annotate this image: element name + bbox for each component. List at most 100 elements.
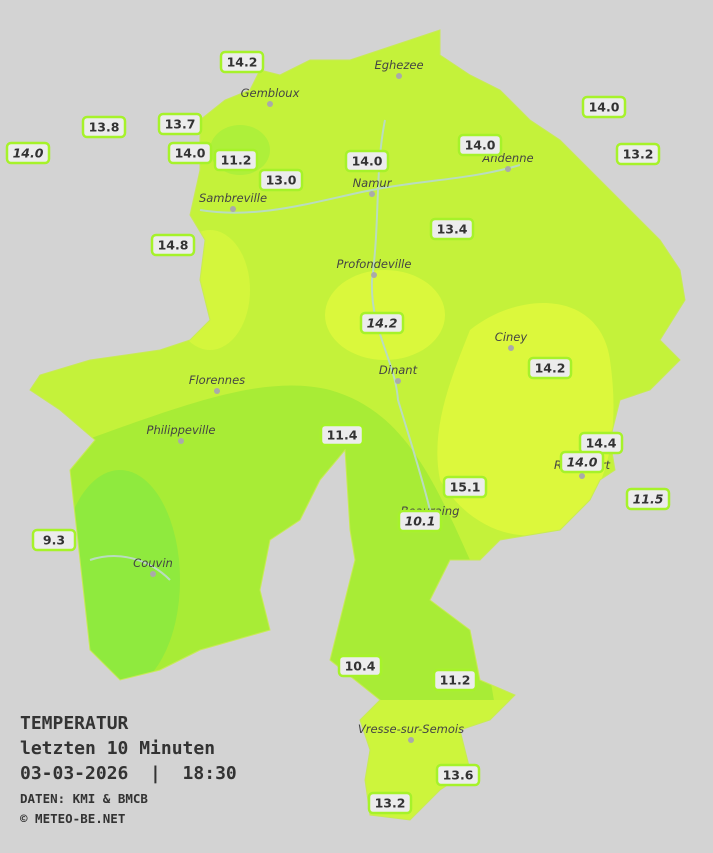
- station-value: 14.0: [567, 455, 598, 470]
- city-dot: [396, 73, 402, 79]
- station-value: 11.4: [327, 428, 358, 443]
- city-dot: [369, 191, 375, 197]
- station-value: 9.3: [43, 533, 65, 548]
- station-value: 13.8: [89, 120, 120, 135]
- station: 14.2: [359, 311, 405, 335]
- station-box: [219, 50, 265, 74]
- station: 13.0: [258, 168, 304, 192]
- station-box: [344, 149, 390, 173]
- station: 15.1: [442, 475, 488, 499]
- station: 13.7: [157, 112, 203, 136]
- station-box: [527, 356, 573, 380]
- city-label: Philippeville: [147, 423, 216, 437]
- station: 11.2: [432, 668, 478, 692]
- station-box: [31, 528, 77, 552]
- station-value: 14.0: [465, 138, 496, 153]
- station: 11.5: [625, 487, 671, 511]
- station-value: 13.4: [437, 222, 468, 237]
- station-value: 14.2: [535, 361, 566, 376]
- station-box: [337, 654, 383, 678]
- station: 14.0: [5, 141, 51, 165]
- city-dot: [408, 737, 414, 743]
- station: 10.1: [397, 509, 443, 533]
- station: 13.2: [615, 142, 661, 166]
- city-dot: [150, 571, 156, 577]
- station-value: 13.7: [165, 117, 196, 132]
- station-box: [150, 233, 196, 257]
- station-box: [625, 487, 671, 511]
- city-label: Florennes: [189, 373, 245, 387]
- copyright: © METEO-BE.NET: [20, 811, 125, 826]
- river: [370, 119, 431, 511]
- station-box: [581, 95, 627, 119]
- station-value: 13.2: [375, 796, 406, 811]
- station-box: [559, 450, 605, 474]
- station-value: 10.1: [405, 514, 436, 529]
- station-box: [397, 509, 443, 533]
- station: 13.4: [429, 217, 475, 241]
- station-box: [615, 142, 661, 166]
- city-label: Gembloux: [241, 86, 300, 100]
- station-value: 13.2: [623, 147, 654, 162]
- city-dot: [214, 388, 220, 394]
- city-label: Ciney: [495, 330, 528, 344]
- zone: [60, 470, 180, 690]
- station: 14.0: [167, 141, 213, 165]
- station-value: 14.0: [175, 146, 206, 161]
- city-label: Sambreville: [199, 191, 267, 205]
- station-box: [81, 115, 127, 139]
- station-box: [432, 668, 478, 692]
- station: 13.8: [81, 115, 127, 139]
- station-value: 11.2: [440, 673, 471, 688]
- station-value: 14.0: [13, 146, 44, 161]
- city-dot: [267, 101, 273, 107]
- station-value: 11.5: [633, 492, 664, 507]
- station-value: 14.0: [589, 100, 620, 115]
- station: 14.8: [150, 233, 196, 257]
- station-box: [457, 133, 503, 157]
- city-label: Namur: [353, 176, 393, 190]
- station: 13.2: [367, 791, 413, 815]
- station: 14.2: [219, 50, 265, 74]
- city-label: Profondeville: [337, 257, 412, 271]
- river: [89, 555, 171, 581]
- station-value: 14.0: [352, 154, 383, 169]
- station-value: 13.6: [443, 768, 474, 783]
- station: 13.6: [435, 763, 481, 787]
- city-label: Vresse-sur-Semois: [358, 722, 464, 736]
- station: 10.4: [337, 654, 383, 678]
- station-box: [359, 311, 405, 335]
- station-box: [258, 168, 304, 192]
- station: 11.2: [213, 148, 259, 172]
- city-dot: [508, 345, 514, 351]
- city-label: Couvin: [133, 556, 173, 570]
- station-box: [442, 475, 488, 499]
- station-box: [157, 112, 203, 136]
- station-box: [213, 148, 259, 172]
- station-value: 15.1: [450, 480, 481, 495]
- station: 14.0: [581, 95, 627, 119]
- stations: 14.2 13.8 13.7 14.0 14.0 11.2 13.0 14.0 14.0 14.0…: [5, 50, 671, 815]
- station: 14.0: [344, 149, 390, 173]
- city-dot: [505, 166, 511, 172]
- title: TEMPERATUR: [20, 713, 129, 734]
- city-dot: [395, 378, 401, 384]
- station-box: [319, 423, 365, 447]
- city-dot: [579, 473, 585, 479]
- station: 9.3: [31, 528, 77, 552]
- subtitle: letzten 10 Minuten: [20, 738, 215, 759]
- station-box: [5, 141, 51, 165]
- station: 14.0: [559, 450, 605, 474]
- station-value: 14.2: [367, 316, 398, 331]
- city-dot: [371, 272, 377, 278]
- timestamp: 03-03-2026 | 18:30: [20, 763, 237, 784]
- station-value: 11.2: [221, 153, 252, 168]
- station-value: 14.2: [227, 55, 258, 70]
- station: 14.0: [457, 133, 503, 157]
- station-box: [167, 141, 213, 165]
- station: 14.4: [578, 431, 624, 455]
- station: 11.4: [319, 423, 365, 447]
- station-box: [435, 763, 481, 787]
- city-dot: [178, 438, 184, 444]
